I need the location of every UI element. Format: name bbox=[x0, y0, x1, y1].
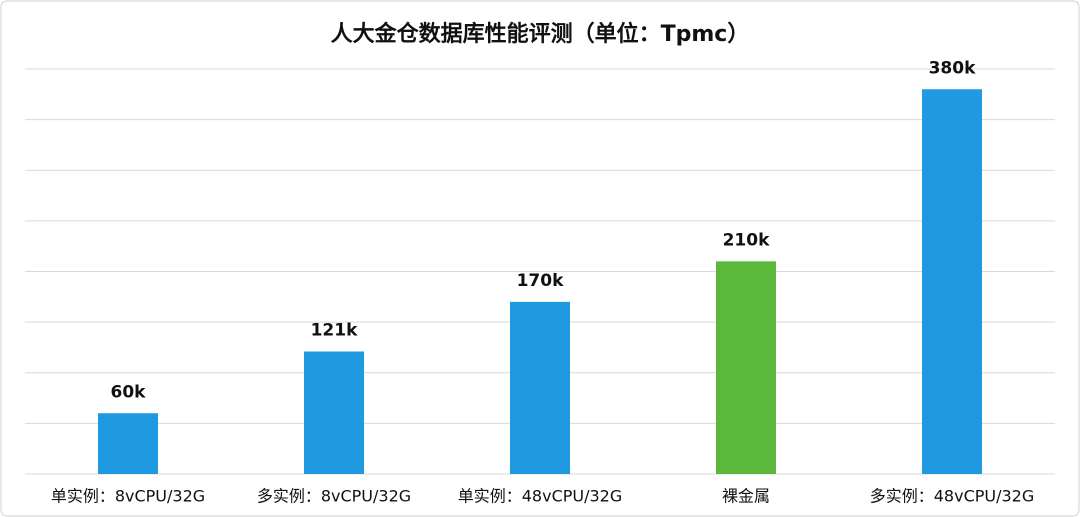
x-tick-label: 多实例：48vCPU/32G bbox=[870, 487, 1035, 506]
bar bbox=[98, 413, 158, 474]
chart-title: 人大金仓数据库性能评测（单位：Tpmc） bbox=[331, 21, 750, 47]
data-label: 121k bbox=[311, 320, 358, 340]
bar bbox=[716, 261, 776, 474]
data-label: 210k bbox=[723, 230, 770, 250]
x-tick-label: 单实例：48vCPU/32G bbox=[458, 487, 623, 506]
x-tick-label: 多实例：8vCPU/32G bbox=[257, 487, 411, 506]
data-label: 380k bbox=[929, 58, 976, 78]
x-tick-label: 裸金属 bbox=[722, 487, 770, 506]
data-label: 60k bbox=[111, 382, 147, 402]
bar bbox=[922, 89, 982, 474]
bar bbox=[304, 351, 364, 474]
bar bbox=[510, 301, 570, 474]
x-tick-label: 单实例：8vCPU/32G bbox=[51, 487, 205, 506]
data-label: 170k bbox=[517, 271, 564, 291]
